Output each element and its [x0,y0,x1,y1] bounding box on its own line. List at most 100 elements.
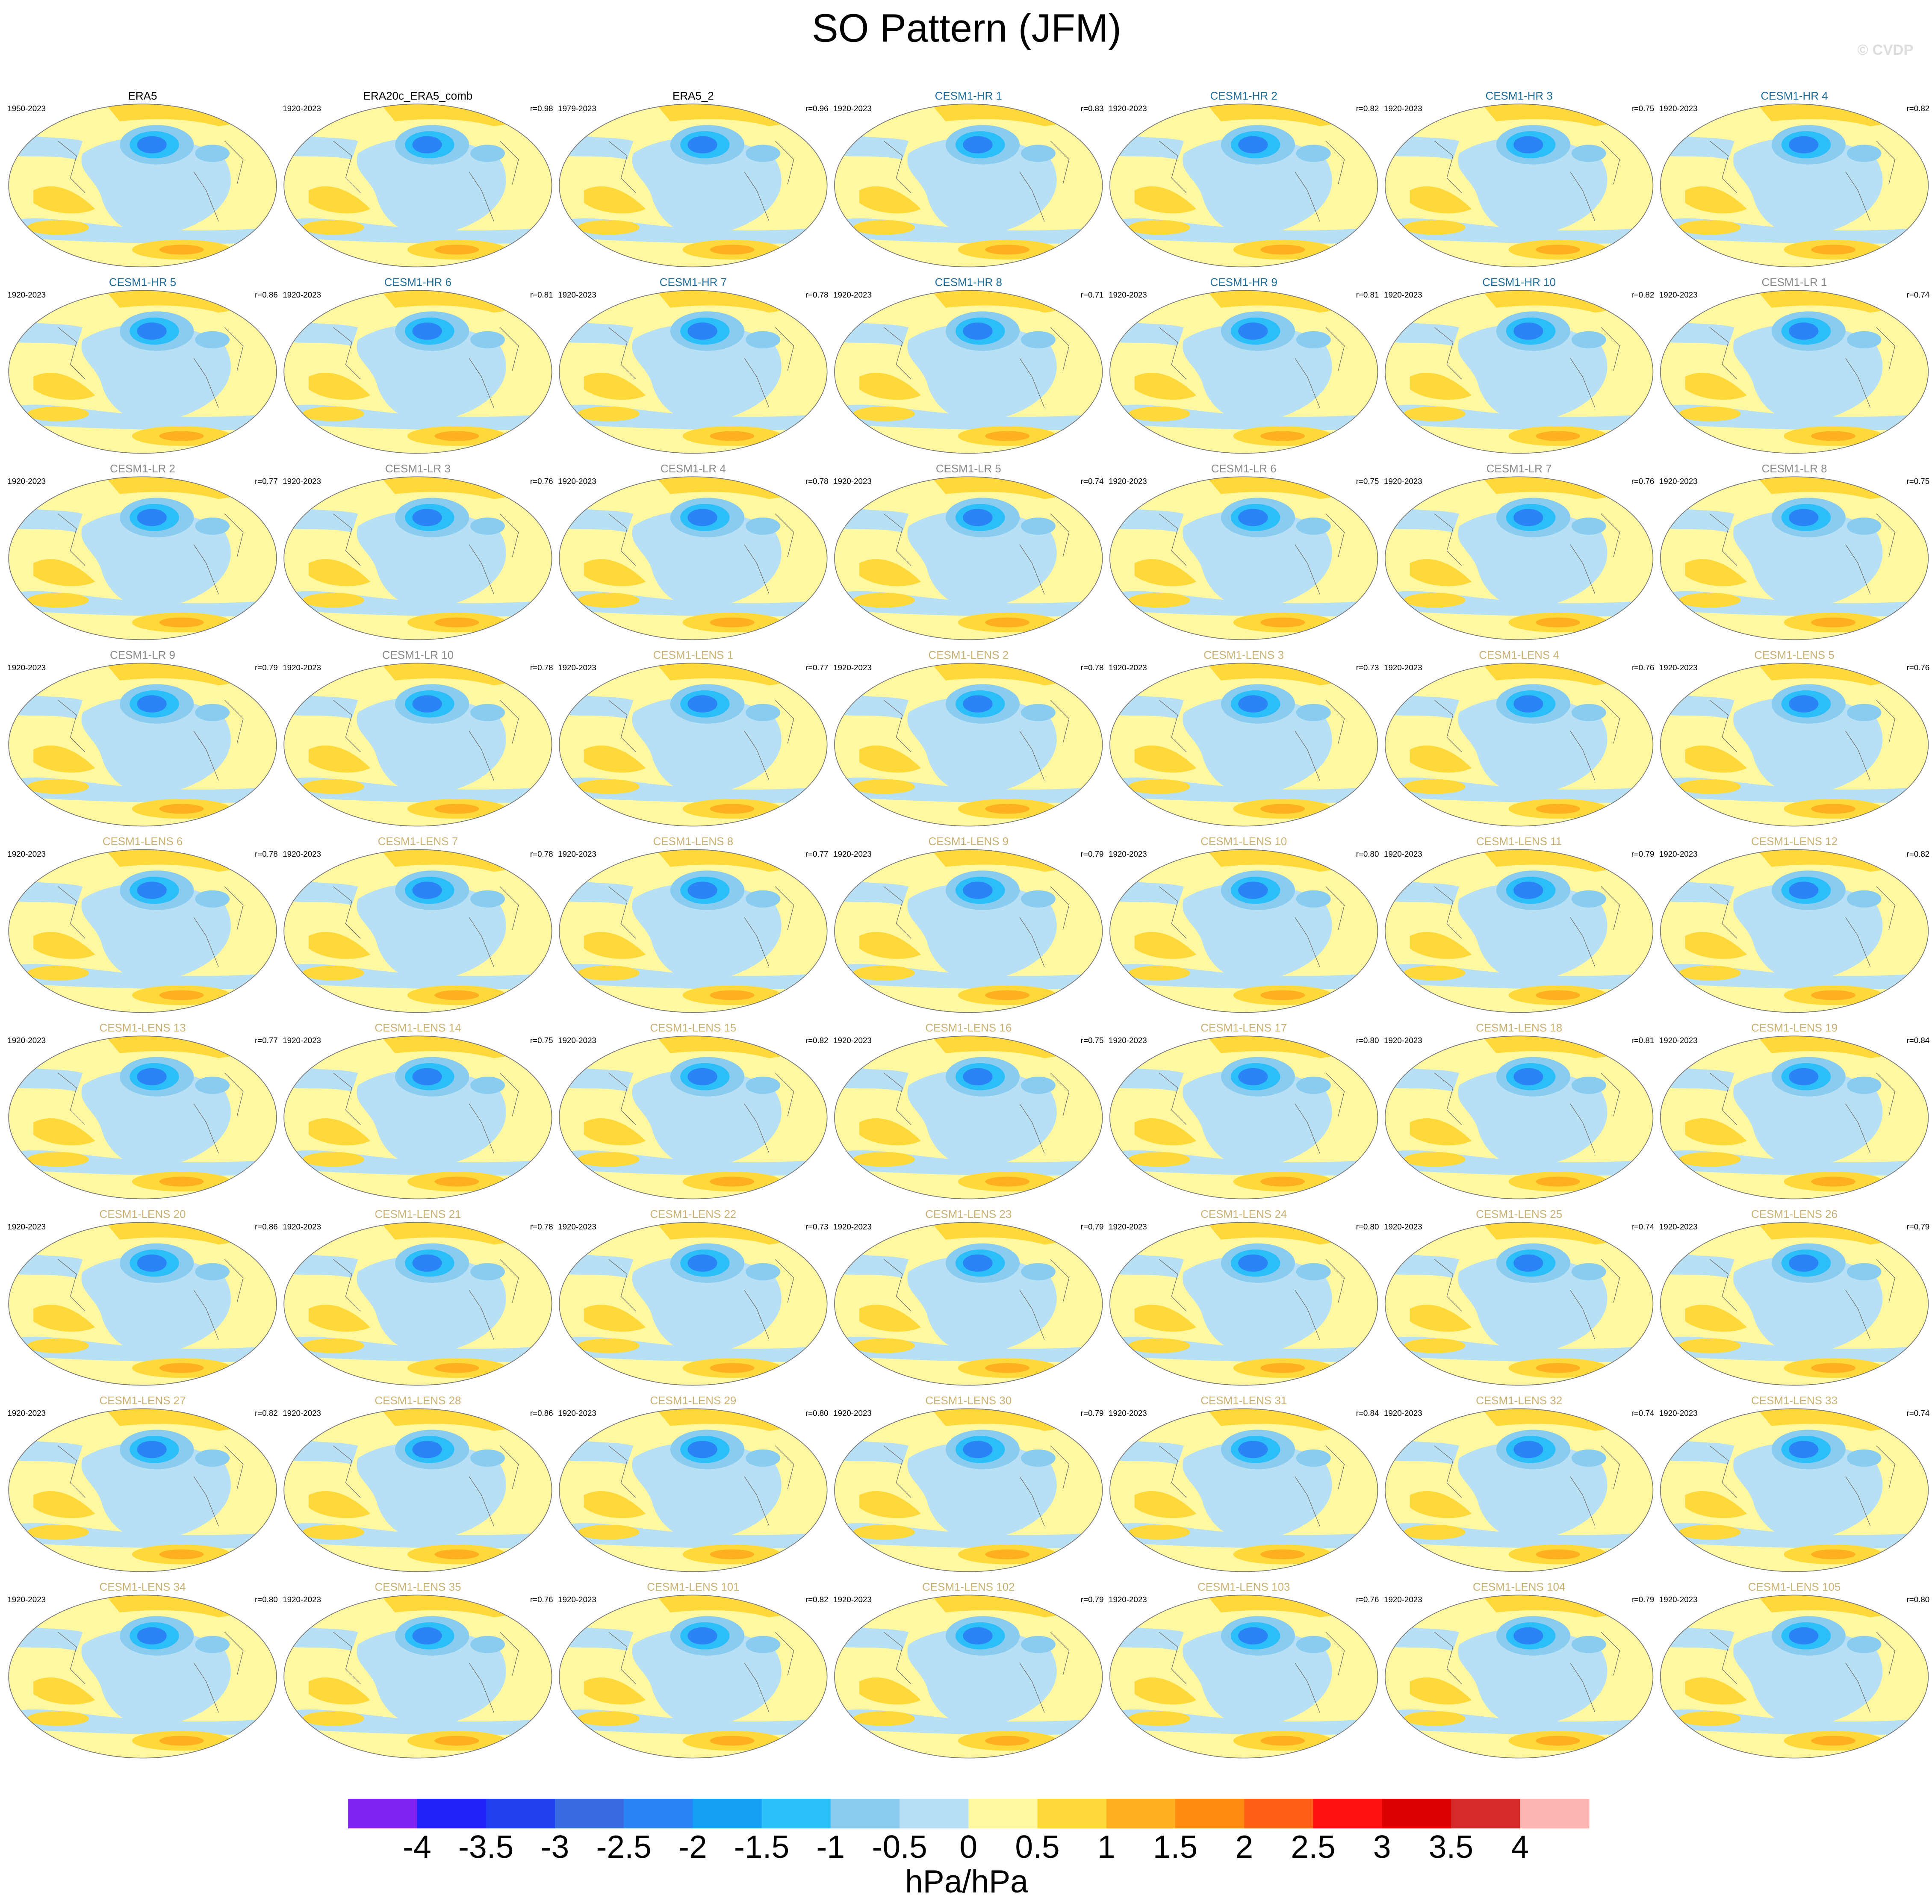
watermark: © CVDP [1857,42,1913,58]
map-panel: CESM1-LR 2 1920-2023 r=0.77 [7,462,278,640]
colorbar-box [1175,1798,1245,1829]
panel-period: 1920-2023 [7,1036,46,1045]
map-panel: CESM1-LR 10 1920-2023 r=0.78 [283,648,553,827]
panel-title: CESM1-LR 4 [661,462,726,475]
panel-r: r=0.78 [805,290,829,299]
map [8,1408,277,1572]
panel-title: CESM1-LENS 35 [375,1580,461,1593]
map-outline [8,1408,277,1572]
map-outline [1660,290,1929,454]
panel-r: r=0.80 [1356,1222,1379,1231]
panel-period: 1920-2023 [833,1036,872,1045]
map [559,1408,828,1572]
map [283,1408,552,1572]
panel-title: CESM1-LENS 21 [375,1208,461,1220]
panel-r: r=0.76 [1631,663,1655,672]
map-field [559,849,827,1012]
panel-period: 1920-2023 [1384,849,1422,858]
panel-title: CESM1-LENS 101 [647,1580,739,1593]
panel-period: 1920-2023 [833,104,872,113]
colorbar-tick-label: -2.5 [596,1829,651,1865]
figure-title: SO Pattern (JFM) [812,6,1121,50]
map-panel: CESM1-HR 2 1920-2023 r=0.82 [1109,89,1379,268]
map [8,1595,277,1759]
panel-title: CESM1-LENS 10 [1200,835,1287,848]
colorbar-box [1520,1798,1590,1829]
map-panel: CESM1-HR 9 1920-2023 r=0.81 [1109,276,1379,454]
colorbar-tick-label: -1.5 [734,1829,789,1865]
map [1660,1408,1929,1572]
map-field [9,1222,277,1385]
panel-period: 1920-2023 [1659,663,1698,672]
colorbar-box [624,1798,693,1829]
map-outline [1384,290,1654,454]
panel-r: r=0.76 [1907,663,1930,672]
map-field [835,1408,1103,1571]
panel-title: CESM1-LENS 19 [1751,1021,1838,1034]
panel-period: 1920-2023 [1109,849,1147,858]
panel-period: 1920-2023 [283,849,321,858]
map [1384,1035,1654,1200]
map [1660,663,1929,827]
map-outline [1109,1222,1378,1386]
colorbar-box [761,1798,831,1829]
map-outline [834,1408,1103,1572]
map-field [284,1408,552,1571]
map-outline [1109,290,1378,454]
panel-r: r=0.74 [1907,1409,1930,1418]
panel-r: r=0.79 [1631,849,1655,858]
map-panel: CESM1-LENS 5 1920-2023 r=0.76 [1659,648,1930,827]
map-outline [283,1595,552,1759]
map-field [835,663,1103,826]
panel-r: r=0.80 [1356,849,1379,858]
map-panel: CESM1-LENS 22 1920-2023 r=0.73 [558,1208,829,1386]
panel-period: 1920-2023 [1109,1222,1147,1231]
panel-title: CESM1-HR 4 [1761,89,1828,102]
map-outline [559,476,828,640]
panel-period: 1920-2023 [833,663,872,672]
map-field [1385,290,1653,453]
panel-r: r=0.79 [1081,1409,1104,1418]
panel-period: 1920-2023 [1659,104,1698,113]
map [834,1222,1103,1386]
panel-title: CESM1-LENS 16 [925,1021,1012,1034]
map-field [559,1408,827,1571]
map [559,476,828,640]
panel-period: 1920-2023 [1384,1409,1422,1418]
map-field [284,1222,552,1385]
map-outline [1109,849,1378,1013]
colorbar-box [555,1798,625,1829]
colorbar-box [830,1798,900,1829]
panel-period: 1920-2023 [833,849,872,858]
panel-r: r=0.79 [1081,1222,1104,1231]
map-field [1661,103,1929,267]
panel-period: 1920-2023 [1109,477,1147,486]
map-outline [559,663,828,827]
map-panel: CESM1-LR 6 1920-2023 r=0.75 [1109,462,1379,640]
map-panel: CESM1-LR 9 1920-2023 r=0.79 [7,648,278,827]
panel-r: r=0.82 [1631,290,1655,299]
map-field [835,103,1103,267]
colorbar-box [1037,1798,1107,1829]
map [834,1408,1103,1572]
panel-title: CESM1-LENS 32 [1476,1394,1562,1407]
map-field [1661,1035,1929,1199]
panel-period: 1920-2023 [283,1409,321,1418]
panel-period: 1920-2023 [1109,1036,1147,1045]
panel-r: r=0.77 [805,663,829,672]
panel-title: CESM1-LR 6 [1211,462,1277,475]
panel-title: CESM1-LENS 3 [1203,648,1284,661]
panel-r: r=0.79 [1081,1595,1104,1604]
map-outline [283,849,552,1013]
panel-period: 1920-2023 [7,849,46,858]
panel-title: CESM1-HR 6 [384,276,451,289]
panel-title: CESM1-LENS 31 [1200,1394,1287,1407]
panel-title: CESM1-HR 10 [1482,276,1556,289]
map-field [284,476,552,640]
map-panel: CESM1-LR 3 1920-2023 r=0.76 [283,462,553,640]
panel-period: 1920-2023 [1659,849,1698,858]
map-panel: CESM1-LENS 27 1920-2023 r=0.82 [7,1394,278,1572]
colorbar-tick-label: 2.5 [1291,1829,1335,1865]
panel-r: r=0.73 [805,1222,829,1231]
map [1660,103,1929,268]
